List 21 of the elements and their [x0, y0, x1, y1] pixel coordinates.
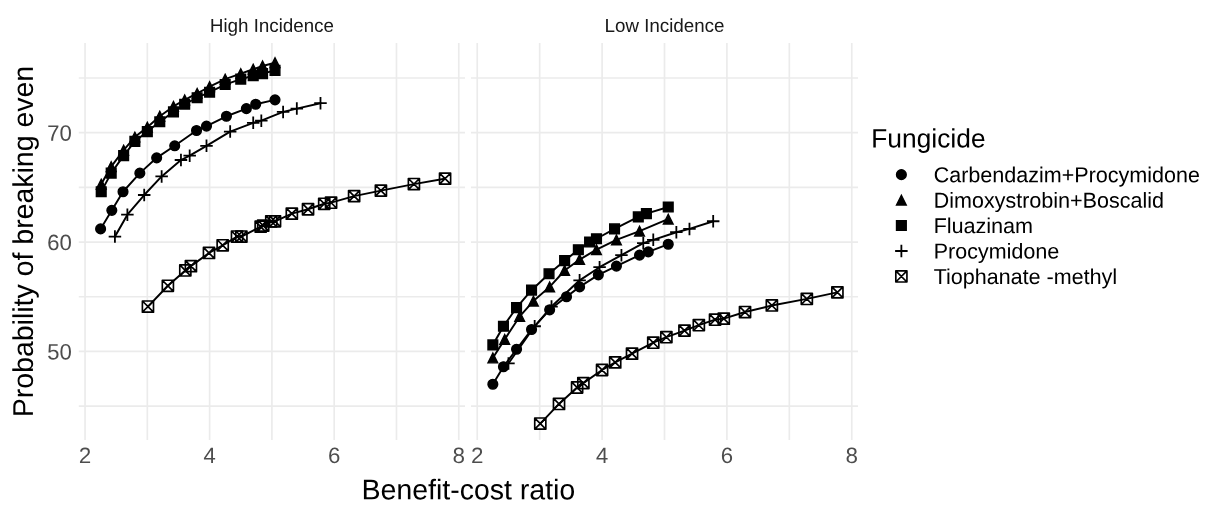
x-tick-label: 4 [596, 447, 608, 464]
legend-label: Procymidone [935, 242, 1059, 264]
x-axis-title: Benefit-cost ratio [363, 478, 575, 500]
y-tick-label: 70 [48, 125, 71, 141]
x-tick-label: 8 [846, 447, 857, 464]
chart-title: High Incidence [211, 18, 334, 36]
x-tick-label: 8 [453, 447, 464, 464]
x-tick-label: 6 [721, 447, 733, 464]
y-tick-label: 60 [48, 234, 71, 251]
legend-label: Fluazinam [935, 217, 1032, 234]
legend-label: Tiophanate -methyl [934, 268, 1116, 289]
y-tick-label: 50 [48, 343, 71, 360]
x-tick-label: 2 [472, 447, 483, 464]
legend-title: Fungicide [873, 128, 985, 153]
x-tick-label: 4 [203, 447, 216, 464]
y-axis-title: Probability of breaking even [12, 67, 39, 415]
x-tick-label: 2 [79, 447, 91, 464]
legend-label: Dimoxystrobin+Boscalid [935, 192, 1163, 213]
legend-label: Carbendazim+Procymidone [934, 166, 1199, 187]
x-tick-label: 6 [329, 447, 340, 464]
chart-title: Low Incidence [606, 18, 724, 33]
